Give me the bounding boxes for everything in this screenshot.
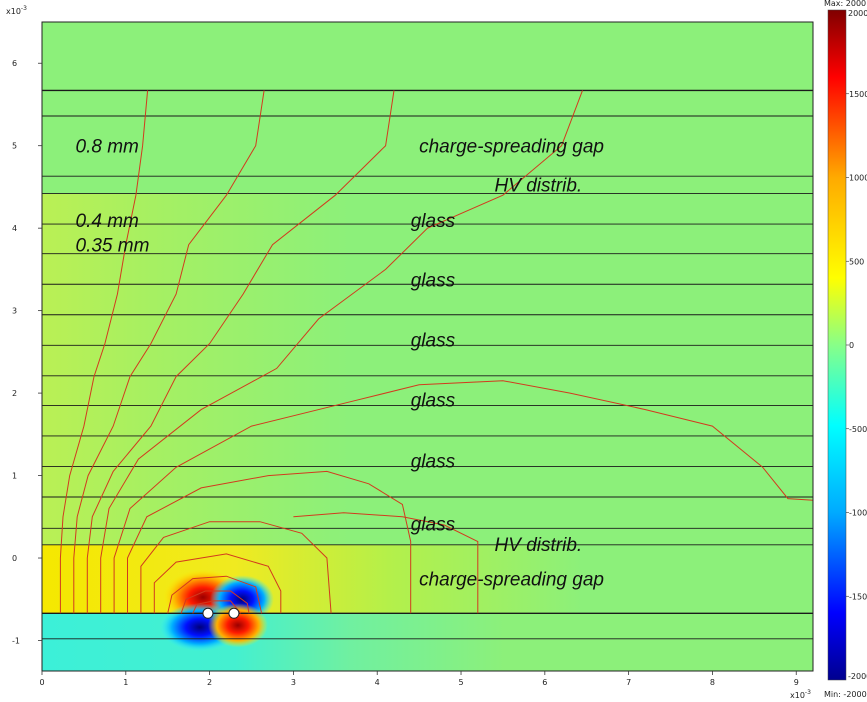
potential-line — [59, 90, 149, 614]
x-tick-label: 7 — [626, 678, 631, 687]
potential-line — [293, 512, 479, 614]
region-label: glass — [411, 452, 456, 473]
region-annotations: 0.8 mm charge-spreading gap HV distrib. 0.4… — [76, 137, 604, 591]
x-tick-label: 5 — [458, 678, 463, 687]
x-multiplier: x10-3 — [790, 689, 811, 700]
colorbar-tick-label: -1500 — [849, 592, 867, 601]
colorbar-min-label: Min: -2000 — [824, 690, 867, 699]
potential-line — [73, 90, 265, 614]
electrode-strip — [228, 607, 240, 619]
colorbar-gradient — [827, 9, 847, 681]
electrode-strip — [202, 607, 214, 619]
colorbar-ticks: 1500 1000 500 0 -500 -1000 -1500 2000 -2000 — [846, 9, 867, 681]
potential-line — [140, 521, 332, 614]
region-label: 0.35 mm — [76, 236, 150, 257]
colorbar-tick-label: 0 — [849, 341, 854, 350]
x-tick-label: 9 — [794, 678, 799, 687]
region-label: charge-spreading gap — [419, 570, 604, 591]
potential-line — [100, 90, 583, 614]
x-tick-label: 4 — [375, 678, 380, 687]
colorbar-max-label: Max: 2000 — [824, 0, 866, 8]
colorbar-end-label: -2000 — [848, 672, 867, 681]
colorbar-end-label: 2000 — [848, 9, 867, 18]
colorbar-tick-label: 1000 — [849, 174, 867, 183]
region-label: HV distrib. — [495, 175, 583, 196]
region-label: charge-spreading gap — [419, 137, 604, 158]
colorbar-tick-label: 500 — [849, 257, 864, 266]
y-tick-label: 0 — [12, 554, 17, 563]
y-tick-label: 3 — [12, 307, 17, 316]
y-tick-label: 1 — [12, 472, 17, 481]
x-tick-label: 0 — [39, 678, 44, 687]
y-tick-label: 2 — [12, 389, 17, 398]
x-axis-ticks: 0 1 2 3 4 5 6 7 8 9 — [39, 671, 799, 687]
region-label: glass — [411, 330, 456, 351]
potential-lines — [59, 90, 813, 614]
electrodes — [202, 607, 240, 619]
layer-boundaries — [42, 89, 813, 640]
colorbar-tick-label: -1000 — [849, 509, 867, 518]
potential-line — [180, 590, 250, 614]
plot-area — [42, 22, 813, 671]
glass-stack-tint — [42, 193, 813, 545]
bottom-substrate-field — [42, 613, 813, 671]
y-tick-label: -1 — [12, 636, 20, 645]
potential-line — [167, 575, 263, 614]
x-tick-label: 8 — [710, 678, 715, 687]
region-label: glass — [411, 391, 456, 412]
y-multiplier: x10-3 — [6, 5, 27, 16]
y-tick-label: 5 — [12, 142, 17, 151]
y-tick-label: 6 — [12, 59, 17, 68]
region-label: 0.4 mm — [76, 211, 139, 232]
region-label: glass — [411, 211, 456, 232]
x-tick-label: 1 — [123, 678, 128, 687]
x-tick-label: 6 — [542, 678, 547, 687]
region-label: 0.8 mm — [76, 137, 139, 158]
colorbar-tick-label: 1500 — [849, 90, 867, 99]
region-label: glass — [411, 514, 456, 535]
y-axis-ticks: -1 0 1 2 3 4 5 6 — [12, 59, 42, 645]
y-tick-label: 4 — [12, 224, 17, 233]
field-hotspot-red-2 — [207, 603, 268, 648]
potential-line — [86, 90, 395, 614]
region-label: HV distrib. — [495, 535, 583, 556]
x-tick-label: 3 — [291, 678, 296, 687]
region-label: glass — [411, 270, 456, 291]
colorbar-tick-label: -500 — [849, 425, 867, 434]
potential-line — [192, 600, 241, 614]
potential-line — [127, 470, 412, 614]
plot-frame — [41, 21, 814, 672]
potential-line — [113, 380, 813, 614]
x-tick-label: 2 — [207, 678, 212, 687]
potential-line — [153, 553, 282, 614]
colorbar: Max: 2000 1500 1000 500 0 -500 -1000 -1500 2000… — [824, 0, 867, 699]
